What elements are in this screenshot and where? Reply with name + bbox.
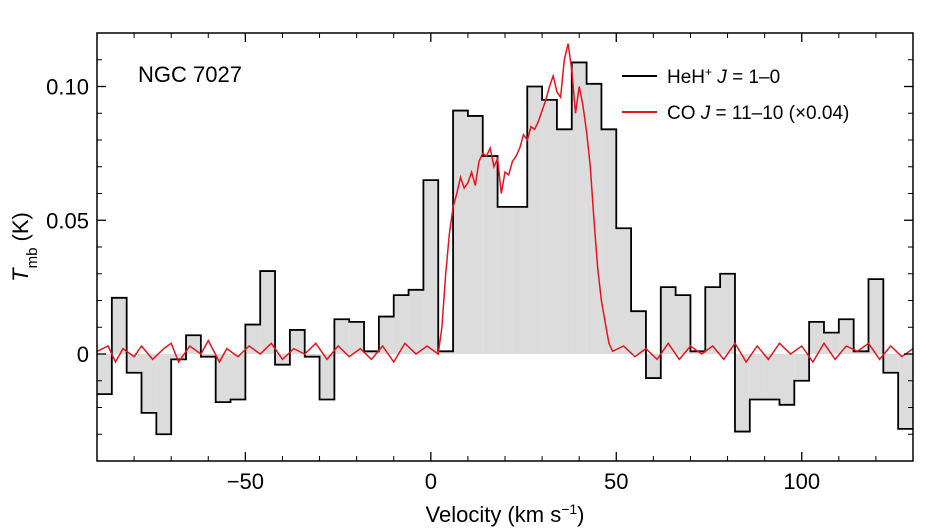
hehp-bin-fill: [794, 354, 810, 381]
hehp-bin-fill: [171, 354, 187, 360]
hehp-bin-fill: [245, 324, 261, 354]
hehp-bin-fill: [690, 351, 706, 354]
hehp-bin-fill: [260, 271, 276, 354]
hehp-bin-fill: [571, 62, 587, 355]
x-tick-label: 50: [604, 469, 628, 494]
hehp-bin-fill: [438, 351, 454, 354]
hehp-bin-fill: [512, 206, 528, 354]
hehp-bin-fill: [823, 332, 839, 354]
hehp-bin-fill: [556, 129, 572, 354]
hehp-bin-fill: [141, 354, 157, 413]
hehp-bin-fill: [408, 289, 424, 354]
hehp-bin-fill: [319, 354, 335, 400]
legend-label-co: CO J = 11–10 (×0.04): [667, 103, 849, 124]
y-tick-label: 0.05: [46, 208, 89, 233]
x-axis-ticks: −50 0 50 100: [133, 33, 914, 494]
hehp-bin-fill: [482, 156, 498, 354]
hehp-bin-fill: [200, 354, 216, 357]
hehp-bin-fill: [705, 287, 721, 354]
y-tick-label: 0.10: [46, 75, 89, 100]
hehp-bin-fill: [660, 287, 676, 354]
hehp-bin-fill: [675, 295, 691, 354]
hehp-bin-fill: [230, 354, 246, 400]
hehp-bin-fill: [393, 295, 409, 354]
hehp-bin-fill: [542, 99, 557, 354]
hehp-bin-fill: [809, 321, 824, 354]
hehp-bin-fill: [838, 319, 854, 354]
hehp-bin-fill: [616, 228, 632, 354]
hehp-bin-fill: [378, 316, 394, 354]
hehp-bin-fill: [898, 354, 913, 429]
hehp-bin-fill: [631, 311, 646, 354]
hehp-bin-fill: [749, 354, 765, 400]
hehp-bin-fill: [720, 273, 735, 354]
hehp-bin-fill: [97, 354, 112, 395]
x-tick-label: 100: [783, 469, 820, 494]
hehp-bin-fill: [111, 297, 127, 354]
legend-label-hehp: HeH+ J = 1–0: [667, 65, 780, 88]
x-tick-label: 0: [425, 469, 437, 494]
co-series-line: [97, 43, 913, 364]
hehp-bin-fill: [883, 354, 899, 373]
hehp-bin-fill: [349, 321, 365, 354]
hehp-bin-fill: [215, 354, 231, 403]
hehp-bin-fill: [364, 351, 379, 354]
hehp-bin-fill: [453, 110, 468, 354]
hehp-bin-fill: [527, 86, 543, 354]
hehp-bin-fill: [186, 335, 201, 354]
hehp-bin-fill: [156, 354, 172, 435]
annotation-label: NGC 7027: [138, 62, 242, 87]
hehp-bin-fill: [304, 354, 320, 357]
hehp-bin-fill: [734, 354, 750, 432]
hehp-bin-fill: [126, 354, 142, 373]
hehp-bin-fill: [601, 129, 617, 354]
y-axis-ticks: 0 0.05 0.10: [46, 59, 913, 435]
hehp-bin-fill: [497, 206, 513, 354]
hehp-bin-fill: [779, 354, 795, 405]
hehp-bin-fill: [868, 279, 884, 354]
hehp-bin-fill: [764, 354, 780, 400]
hehp-series-line: [97, 61, 913, 436]
x-tick-label: −50: [227, 469, 264, 494]
x-axis-title: Velocity (km s−1): [426, 501, 585, 527]
legend: HeH+ J = 1–0 CO J = 11–10 (×0.04): [622, 65, 849, 124]
y-tick-label: 0: [77, 342, 89, 367]
hehp-bin-fill: [853, 351, 869, 354]
hehp-bin-fill: [467, 115, 483, 354]
hehp-bin-fill: [423, 180, 439, 354]
y-axis-title: Tmb (K): [8, 212, 41, 282]
